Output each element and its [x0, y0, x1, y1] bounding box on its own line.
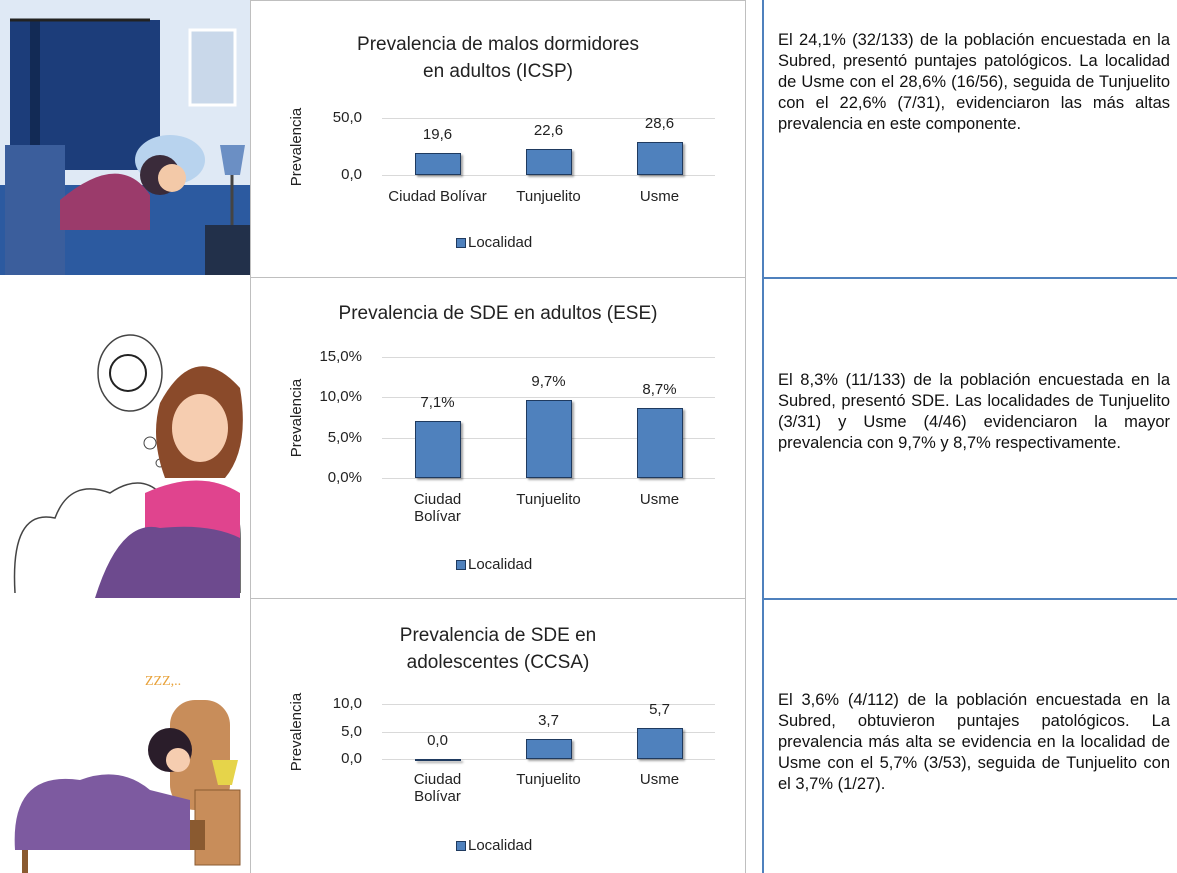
legend-swatch — [456, 238, 466, 248]
y-tick-label: 5,0 — [300, 723, 362, 740]
legend-label: Localidad — [468, 556, 532, 573]
y-tick-label: 0,0% — [300, 469, 362, 486]
y-axis-title: Prevalencia — [288, 373, 305, 463]
row-rule — [762, 277, 1177, 279]
illustration-sleeping-woman — [0, 0, 250, 275]
bar — [415, 421, 461, 478]
bar — [637, 408, 683, 478]
bar — [415, 153, 461, 175]
illustration-worried-woman — [0, 278, 250, 598]
column-rule — [762, 0, 764, 873]
page: ZZZ,.. El 24,1% (32/133) de la población… — [0, 0, 1177, 873]
value-label: 8,7% — [620, 381, 700, 398]
x-tick-label: Usme — [585, 188, 735, 205]
chart-title: Prevalencia de SDE en adultos (ESE) — [298, 300, 698, 327]
paragraph: El 8,3% (11/133) de la población encuest… — [778, 370, 1170, 454]
value-label: 19,6 — [398, 126, 478, 143]
value-label: 22,6 — [509, 122, 589, 139]
y-tick-label: 15,0% — [300, 348, 362, 365]
illustration-text: ZZZ,.. — [145, 674, 181, 689]
row-rule — [762, 598, 1177, 600]
y-tick-label: 0,0 — [300, 166, 362, 183]
grid-line — [382, 478, 715, 479]
x-tick-label: Tunjuelito — [494, 491, 604, 508]
value-label: 9,7% — [509, 373, 589, 390]
grid-line — [382, 175, 715, 176]
bar — [526, 400, 572, 478]
x-tick-label: Usme — [605, 491, 715, 508]
paragraph: El 3,6% (4/112) de la población encuesta… — [778, 690, 1170, 795]
value-label: 7,1% — [398, 394, 478, 411]
y-tick-label: 10,0% — [300, 388, 362, 405]
illustration-sleeping-girl: ZZZ,.. — [0, 600, 250, 873]
chart-title: Prevalencia de SDE en adolescentes (CCSA… — [348, 622, 648, 676]
paragraph: El 24,1% (32/133) de la población encues… — [778, 30, 1170, 135]
y-tick-label: 0,0 — [300, 750, 362, 767]
x-tick-label: Usme — [605, 771, 715, 788]
y-tick-label: 5,0% — [300, 429, 362, 446]
legend-label: Localidad — [468, 837, 532, 854]
x-tick-label: Tunjuelito — [494, 771, 604, 788]
value-label: 28,6 — [620, 115, 700, 132]
bar — [637, 142, 683, 175]
bar — [526, 149, 572, 175]
value-label: 0,0 — [398, 732, 478, 749]
value-label: 3,7 — [509, 712, 589, 729]
legend-swatch — [456, 841, 466, 851]
legend-swatch — [456, 560, 466, 570]
y-tick-label: 50,0 — [300, 109, 362, 126]
x-tick-label: Ciudad Bolívar — [383, 491, 493, 525]
legend-label: Localidad — [468, 234, 532, 251]
chart-title: Prevalencia de malos dormidores en adult… — [348, 31, 648, 85]
x-tick-label: Ciudad Bolívar — [383, 771, 493, 805]
bar — [526, 739, 572, 759]
bar — [415, 759, 461, 761]
bar — [637, 728, 683, 759]
grid-line — [382, 357, 715, 358]
value-label: 5,7 — [620, 701, 700, 718]
y-tick-label: 10,0 — [300, 695, 362, 712]
